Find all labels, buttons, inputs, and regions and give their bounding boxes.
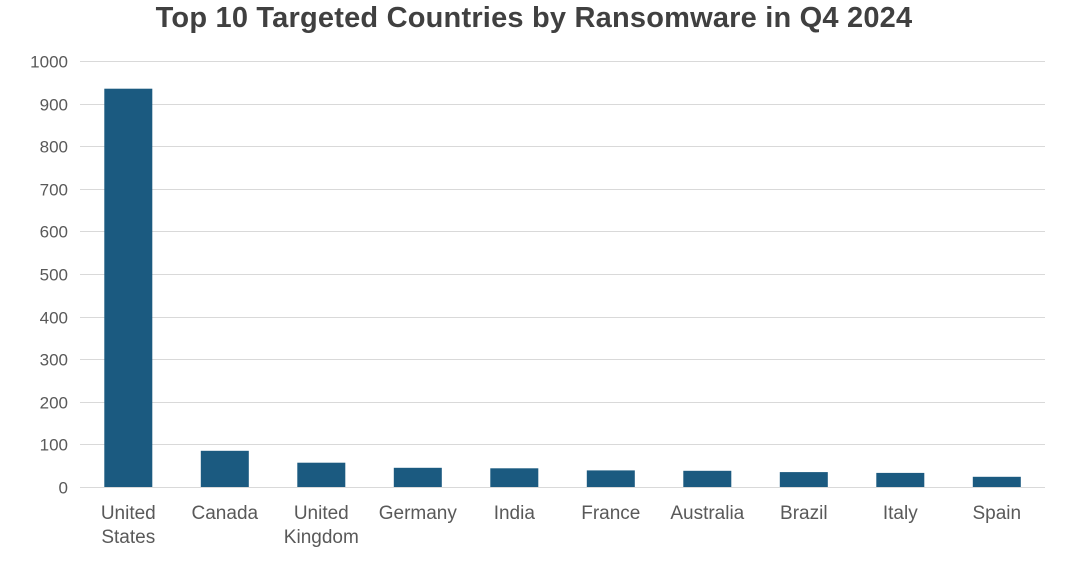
bar-united-states: [104, 88, 153, 487]
y-tick-label-500: 500: [40, 266, 68, 285]
bar-germany: [393, 467, 442, 487]
y-axis-tick-labels: 0 100 200 300 400 500 600 700 800 900 1000: [30, 53, 68, 498]
bar-spain: [972, 476, 1021, 487]
bar-canada: [200, 450, 249, 487]
bar-italy: [876, 472, 925, 487]
x-tick-label-spain: Spain: [972, 503, 1021, 524]
x-tick-label-brazil: Brazil: [780, 503, 828, 524]
y-tick-label-400: 400: [40, 309, 68, 328]
x-tick-label-united-kingdom: United Kingdom: [284, 503, 359, 548]
x-tick-label-france: France: [581, 503, 640, 524]
gridlines: [80, 61, 1045, 488]
x-tick-label-australia: Australia: [670, 503, 744, 524]
y-tick-label-800: 800: [40, 138, 68, 157]
y-tick-label-200: 200: [40, 394, 68, 413]
y-tick-label-100: 100: [40, 436, 68, 455]
y-tick-label-0: 0: [59, 479, 68, 498]
chart-title: Top 10 Targeted Countries by Ransomware …: [155, 2, 913, 34]
y-tick-label-300: 300: [40, 351, 68, 370]
bar-india: [490, 468, 539, 487]
bar-australia: [683, 470, 732, 487]
x-tick-label-india: India: [494, 503, 536, 524]
y-tick-label-900: 900: [40, 96, 68, 115]
x-tick-label-italy: Italy: [883, 503, 918, 524]
x-tick-label-united-states: United States: [101, 503, 156, 548]
x-axis-tick-labels: United States Canada United Kingdom Germany In…: [101, 503, 1021, 548]
bar-france: [586, 470, 635, 487]
bar-united-kingdom: [297, 462, 346, 487]
bars: [104, 88, 1021, 487]
y-tick-label-600: 600: [40, 223, 68, 242]
x-tick-label-germany: Germany: [379, 503, 458, 524]
y-tick-label-700: 700: [40, 181, 68, 200]
y-tick-label-1000: 1000: [30, 53, 68, 72]
x-tick-label-canada: Canada: [192, 503, 259, 524]
bar-brazil: [779, 472, 828, 487]
